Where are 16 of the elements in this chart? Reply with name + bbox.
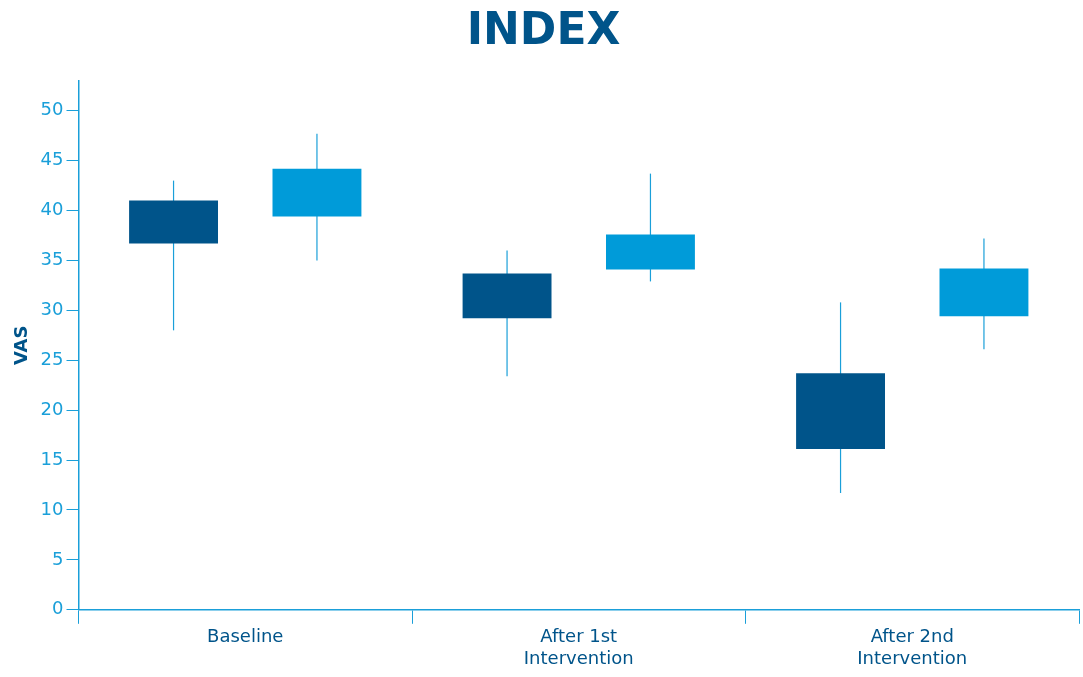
y-tick-label: 25 [40,347,64,369]
x-tick-label: Baseline [207,625,284,647]
y-tick-label: 35 [40,248,64,270]
y-tick-label: 5 [52,547,64,569]
y-tick-label: 40 [40,198,64,220]
x-tick-label: After 1st Intervention [523,625,634,668]
y-tick-label: 50 [40,98,64,120]
y-axis-title: VAS [10,325,32,366]
y-tick-label: 15 [40,447,64,469]
y-tick-label: 20 [40,397,64,419]
y-tick-label: 30 [40,298,64,320]
chart-title: INDEX [466,2,621,54]
y-tick-label: 10 [40,497,64,519]
y-tick-label: 0 [52,597,64,619]
x-tick-label: After 2nd Intervention [857,625,968,668]
y-tick-label: 45 [40,148,64,170]
